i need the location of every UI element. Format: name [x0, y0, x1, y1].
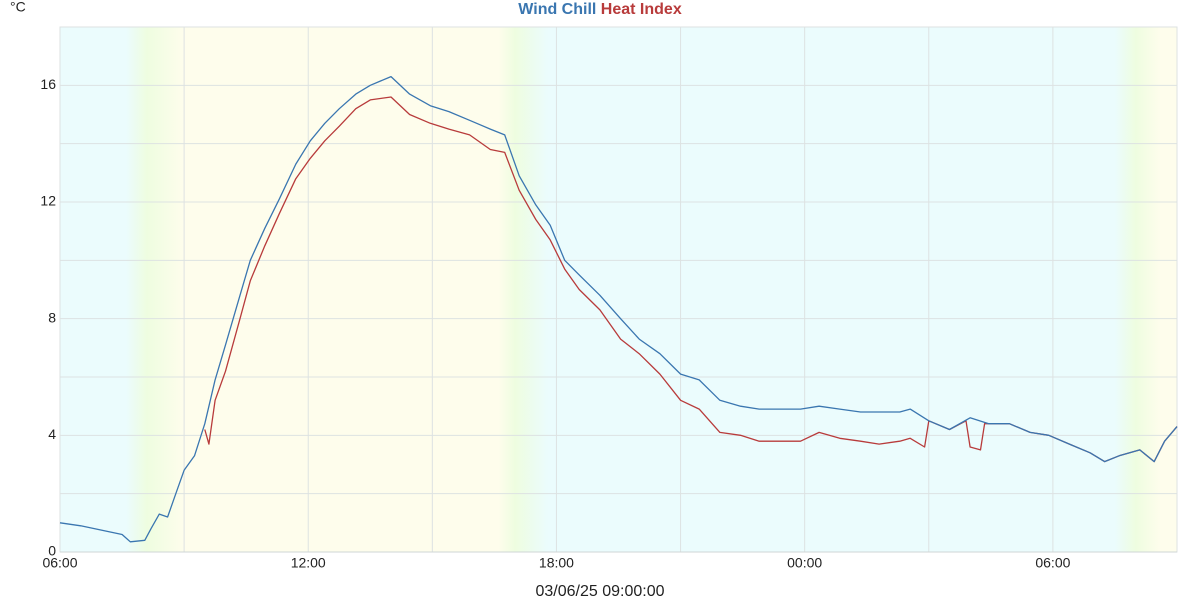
- y-tick-label: 0: [48, 543, 56, 559]
- y-tick-label: 12: [40, 193, 56, 209]
- x-tick-label: 00:00: [787, 555, 822, 571]
- chart-title: Wind Chill Heat Index: [518, 1, 682, 18]
- x-tick-label: 12:00: [291, 555, 326, 571]
- title-wind-chill: Wind Chill: [518, 1, 596, 18]
- y-tick-label: 16: [40, 76, 56, 92]
- x-tick-label: 06:00: [1035, 555, 1070, 571]
- title-heat-index: Heat Index: [601, 1, 682, 18]
- x-tick-label: 18:00: [539, 555, 574, 571]
- y-tick-label: 4: [48, 426, 56, 442]
- series-line: [59, 75, 1178, 543]
- plot-background: [59, 26, 1178, 553]
- y-unit: °C: [10, 0, 26, 15]
- y-tick-label: 8: [48, 309, 56, 325]
- footer-date: 03/06/25 09:00:00: [535, 583, 664, 600]
- x-tick-label: 06:00: [42, 555, 77, 571]
